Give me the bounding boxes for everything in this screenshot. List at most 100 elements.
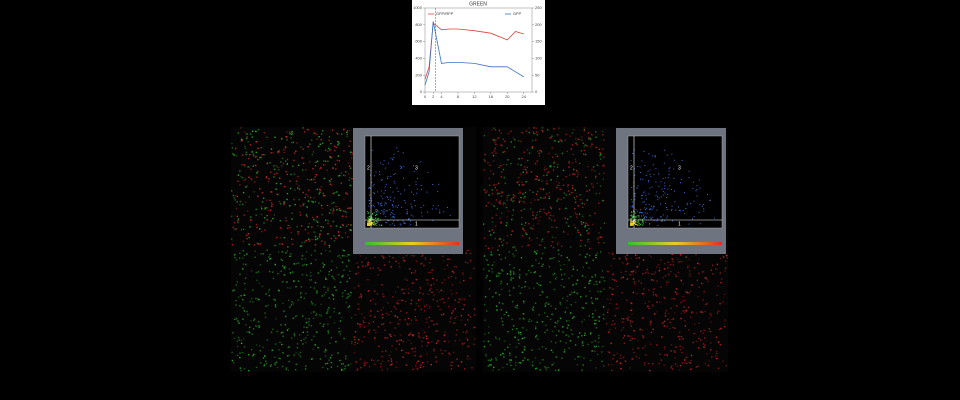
fluorescence-dot [532,361,533,362]
fluorescence-dot [442,256,443,257]
fluorescence-dot [597,298,598,299]
fluorescence-dot [306,322,307,323]
fluorescence-dot [388,360,389,361]
fluorescence-dot [232,244,233,245]
fluorescence-dot [374,316,375,317]
fluorescence-dot [256,344,257,345]
scatter-dot [644,192,645,193]
fluorescence-dot [340,257,341,258]
fluorescence-dot [546,369,547,370]
fluorescence-dot [532,140,533,141]
scatter-dot [377,191,378,192]
fluorescence-dot [631,325,632,326]
fluorescence-dot [635,255,636,256]
fluorescence-dot [491,204,492,205]
scatter-dot [400,166,401,167]
fluorescence-dot [575,202,576,203]
fluorescence-dot [346,266,347,267]
fluorescence-dot [401,300,402,301]
fluorescence-dot [578,205,579,206]
fluorescence-dot [551,350,552,351]
fluorescence-dot [525,192,526,193]
fluorescence-dot [611,370,612,371]
fluorescence-dot [593,260,594,261]
fluorescence-dot [630,336,631,337]
fluorescence-dot [526,234,527,235]
fluorescence-dot [274,357,275,358]
fluorescence-dot [545,332,546,333]
scatter-dot [645,204,646,205]
y2-tick-label: 250 [535,5,542,10]
fluorescence-dot [688,329,689,330]
scatter-dot [671,210,672,211]
fluorescence-dot [279,178,280,179]
fluorescence-dot [302,127,303,128]
fluorescence-dot [474,314,475,315]
fluorescence-dot [690,360,691,361]
fluorescence-dot [325,250,326,251]
fluorescence-dot [246,154,247,155]
fluorescence-dot [496,306,497,307]
fluorescence-dot [239,257,240,258]
fluorescence-dot [309,318,310,319]
fluorescence-dot [294,173,295,174]
fluorescence-dot [325,363,326,364]
chart-title: GREEN [469,1,487,7]
fluorescence-dot [505,204,506,205]
fluorescence-dot [418,335,419,336]
fluorescence-dot [270,365,271,366]
fluorescence-dot [275,306,276,307]
fluorescence-dot [666,326,667,327]
fluorescence-dot [556,187,557,188]
fluorescence-dot [565,140,566,141]
fluorescence-dot [697,263,698,264]
fluorescence-dot [415,368,416,369]
fluorescence-dot [277,367,278,368]
fluorescence-dot [342,292,343,293]
fluorescence-dot [458,302,459,303]
fluorescence-dot [327,323,328,324]
fluorescence-dot [233,362,234,363]
fluorescence-dot [433,350,434,351]
fluorescence-dot [486,259,487,260]
fluorescence-dot [455,308,456,309]
fluorescence-dot [346,136,347,137]
fluorescence-dot [427,361,428,362]
fluorescence-dot [323,226,324,227]
fluorescence-dot [593,284,594,285]
fluorescence-dot [423,265,424,266]
fluorescence-dot [521,257,522,258]
fluorescence-dot [295,286,296,287]
fluorescence-dot [300,292,301,293]
scatter-dot [375,209,376,210]
fluorescence-dot [288,370,289,371]
fluorescence-dot [281,165,282,166]
fluorescence-dot [526,130,527,131]
scatter-dot [385,202,386,203]
fluorescence-dot [540,216,541,217]
fluorescence-dot [484,346,485,347]
fluorescence-dot [670,350,671,351]
fluorescence-dot [636,258,637,259]
fluorescence-dot [303,163,304,164]
fluorescence-dot [682,347,683,348]
fluorescence-dot [501,241,502,242]
fluorescence-dot [544,366,545,367]
scatter-dot [661,181,662,182]
fluorescence-dot [499,273,500,274]
fluorescence-dot [504,341,505,342]
fluorescence-dot [593,186,594,187]
fluorescence-dot [282,244,283,245]
fluorescence-dot [379,270,380,271]
scatter-dot [646,208,647,209]
fluorescence-dot [234,154,235,155]
fluorescence-dot [375,332,376,333]
fluorescence-dot [315,176,316,177]
fluorescence-dot [724,270,725,271]
scatter-dot [369,195,370,196]
fluorescence-dot [448,298,449,299]
fluorescence-dot [306,214,307,215]
fluorescence-dot [573,266,574,267]
fluorescence-dot [496,359,497,360]
fluorescence-dot [509,355,510,356]
